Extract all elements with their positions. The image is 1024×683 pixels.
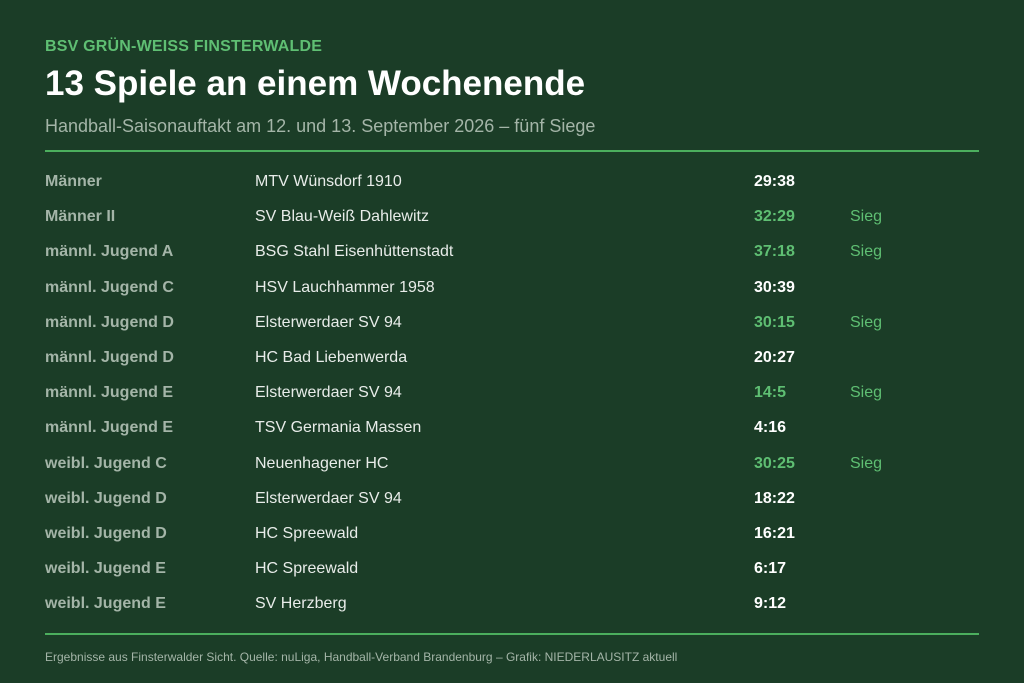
opponent-name: Neuenhagener HC — [255, 454, 389, 472]
team-name: männl. Jugend D — [45, 348, 174, 366]
result-row: männl. Jugend D HC Bad Liebenwerda 20:27 — [45, 340, 979, 375]
opponent-name: Elsterwerdaer SV 94 — [255, 313, 402, 331]
result-row: männl. Jugend E Elsterwerdaer SV 94 14:5 Si… — [45, 375, 979, 410]
bottom-divider — [45, 633, 979, 635]
team-name: weibl. Jugend E — [45, 595, 166, 613]
team-name: männl. Jugend E — [45, 384, 174, 402]
result-row: Männer II SV Blau-Weiß Dahlewitz 32:29 Sieg — [45, 199, 979, 234]
result-row: weibl. Jugend E HC Spreewald 6:17 — [45, 551, 979, 586]
team-name: männl. Jugend D — [45, 313, 174, 331]
result-row: Männer MTV Wünsdorf 1910 29:38 — [45, 164, 979, 199]
club-name: BSV GRÜN-WEISS FINSTERWALDE — [45, 38, 323, 55]
score: 30:15 — [754, 313, 795, 331]
score: 30:39 — [754, 278, 795, 296]
result-label: Sieg — [850, 243, 883, 261]
opponent-name: TSV Germania Massen — [255, 419, 422, 437]
team-name: Männer — [45, 173, 102, 190]
result-row: männl. Jugend D Elsterwerdaer SV 94 30:15 S… — [45, 305, 979, 340]
result-row: weibl. Jugend E SV Herzberg 9:12 — [45, 586, 979, 621]
score: 30:25 — [754, 454, 795, 472]
opponent-name: HSV Lauchhammer 1958 — [255, 278, 435, 296]
result-row: weibl. Jugend D Elsterwerdaer SV 94 18:22 — [45, 481, 979, 516]
opponent-name: MTV Wünsdorf 1910 — [255, 173, 402, 190]
score: 32:29 — [754, 208, 795, 226]
result-row: männl. Jugend A BSG Stahl Eisenhüttenstad… — [45, 234, 979, 269]
score: 37:18 — [754, 243, 795, 261]
team-name: männl. Jugend E — [45, 419, 174, 437]
result-row: weibl. Jugend C Neuenhagener HC 30:25 Sieg — [45, 446, 979, 481]
results-graphic: BSV GRÜN-WEISS FINSTERWALDE 13 Spiele an… — [45, 0, 979, 683]
opponent-name: SV Herzberg — [255, 595, 347, 613]
team-name: männl. Jugend C — [45, 278, 174, 296]
team-name: männl. Jugend A — [45, 243, 174, 261]
score: 6:17 — [754, 560, 787, 578]
top-divider — [45, 150, 979, 152]
team-name: weibl. Jugend D — [45, 489, 167, 507]
opponent-name: Elsterwerdaer SV 94 — [255, 489, 402, 507]
score: 4:16 — [754, 419, 787, 437]
score: 20:27 — [754, 348, 795, 366]
source-footer: Ergebnisse aus Finsterwalder Sicht. Quel… — [45, 650, 678, 664]
page-subtitle: Handball-Saisonauftakt am 12. und 13. Se… — [45, 116, 596, 136]
result-row: männl. Jugend E TSV Germania Massen 4:16 — [45, 410, 979, 445]
result-row: männl. Jugend C HSV Lauchhammer 1958 30:39 — [45, 270, 979, 305]
team-name: weibl. Jugend E — [45, 560, 166, 578]
opponent-name: HC Spreewald — [255, 524, 359, 542]
opponent-name: SV Blau-Weiß Dahlewitz — [255, 208, 429, 226]
result-label: Sieg — [850, 313, 883, 331]
score: 14:5 — [754, 384, 787, 402]
result-label: Sieg — [850, 208, 883, 226]
opponent-name: HC Spreewald — [255, 560, 359, 578]
opponent-name: BSG Stahl Eisenhüttenstadt — [255, 243, 454, 261]
result-label: Sieg — [850, 384, 883, 402]
result-label: Sieg — [850, 454, 883, 472]
score: 18:22 — [754, 489, 795, 507]
result-row: weibl. Jugend D HC Spreewald 16:21 — [45, 516, 979, 551]
team-name: weibl. Jugend D — [45, 524, 167, 542]
team-name: Männer II — [45, 208, 116, 226]
score: 29:38 — [754, 173, 795, 190]
score: 9:12 — [754, 595, 787, 613]
opponent-name: HC Bad Liebenwerda — [255, 348, 408, 366]
results-list: Männer MTV Wünsdorf 1910 29:38 Männer II SV … — [45, 164, 979, 621]
team-name: weibl. Jugend C — [45, 454, 167, 472]
score: 16:21 — [754, 524, 795, 542]
page-title: 13 Spiele an einem Wochenende — [45, 64, 586, 103]
opponent-name: Elsterwerdaer SV 94 — [255, 384, 402, 402]
